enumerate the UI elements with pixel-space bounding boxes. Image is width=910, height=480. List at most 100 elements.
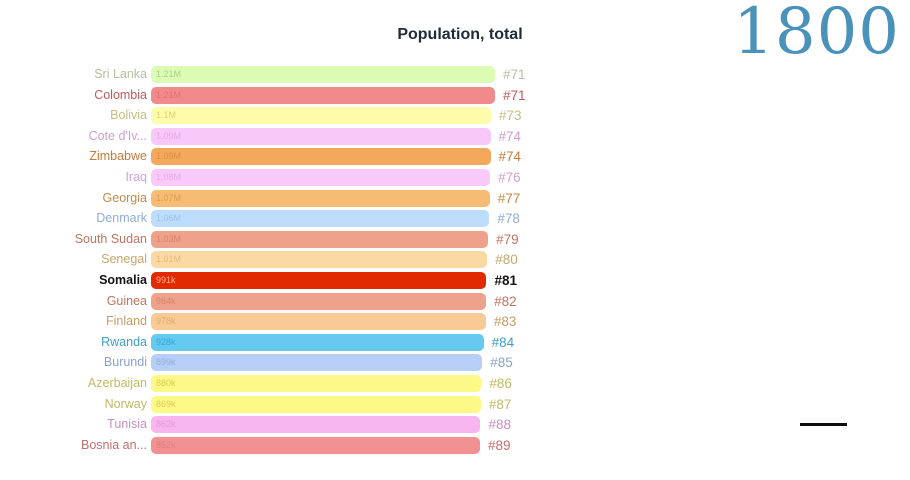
country-label: Zimbabwe [89,149,147,164]
bar-value-label: 1.01M [156,254,182,265]
country-label: Senegal [101,252,147,267]
population-bar: 984k [151,292,487,310]
bar-value-label: 899k [156,357,176,368]
chart-row: Tunisia 862k #88 [0,416,910,434]
country-label: Finland [106,314,147,329]
rank-label: #87 [488,396,512,412]
chart-row: Azerbaijan 880k #86 [0,375,910,392]
population-bar: 978k [151,313,486,331]
country-label: Bolivia [110,108,147,123]
chart-row: Guinea 984k #82 [0,292,910,310]
rank-label: #74 [498,149,522,165]
chart-row: Somalia 991k #81 [0,272,910,289]
bar-value-label: 978k [156,316,176,327]
bar-value-label: 928k [156,336,176,347]
rank-label: #80 [495,252,518,268]
country-label: Azerbaijan [87,376,147,390]
population-bar: 869k [151,395,481,413]
chart-row: Colombia 1.21M #71 [0,86,910,104]
country-label: Burundi [103,355,147,370]
population-bar: 928k [151,333,484,351]
population-bar: 1.07M [151,189,490,207]
rank-label: #74 [498,128,522,144]
bar-value-label: 1.03M [156,233,182,244]
country-label: Cote d'Iv... [88,128,147,143]
chart-row: Senegal 1.01M #80 [0,251,910,269]
rank-label: #85 [490,355,513,371]
chart-row: Bolivia 1.1M #73 [0,107,910,125]
bar-value-label: 852k [156,439,176,450]
chart-row: Iraq 1.08M #76 [0,169,910,186]
country-label: Norway [104,396,147,411]
population-bar: 1.09M [151,127,491,145]
chart-row: Burundi 899k #85 [0,354,910,372]
population-bar: 1.03M [151,230,489,248]
bar-value-label: 1.1M [156,110,177,121]
rank-label: #81 [494,273,517,288]
rank-label: #78 [497,211,520,227]
timeline-marker [800,423,847,426]
rank-label: #89 [488,437,511,453]
rank-label: #88 [488,417,512,433]
chart-row: Zimbabwe 1.09M #74 [0,148,910,166]
rank-label: #71 [503,87,526,103]
chart-row: Sri Lanka 1.21M #71 [0,66,910,83]
country-label: Rwanda [101,334,147,349]
chart-row: South Sudan 1.03M #79 [0,230,910,248]
bar-value-label: 1.07M [156,192,182,203]
population-bar: 1.06M [151,210,490,228]
chart-row: Finland 978k #83 [0,313,910,331]
chart-row: Georgia 1.07M #77 [0,189,910,207]
population-bar: 880k [151,375,482,392]
population-bar: 852k [151,436,480,454]
population-bar: 1.08M [151,169,491,186]
bar-value-label: 880k [156,378,176,388]
country-label: Sri Lanka [94,67,147,81]
year-label: 1800 [733,0,900,69]
chart-title: Population, total [397,26,523,43]
country-label: Iraq [125,170,147,184]
rank-label: #76 [498,170,521,185]
rank-label: #83 [493,314,517,330]
chart-row: Denmark 1.06M #78 [0,210,910,228]
population-bar: 1.1M [151,107,491,125]
chart-row: Rwanda 928k #84 [0,333,910,351]
population-bar: 1.09M [151,148,491,166]
rank-label: #82 [494,293,517,309]
bar-value-label: 1.09M [156,151,182,162]
population-bar: 899k [151,354,483,372]
country-label: South Sudan [74,231,147,246]
population-bar: 1.21M [151,66,495,83]
bar-value-label: 984k [156,295,176,306]
bar-value-label: 1.08M [156,172,182,182]
bar-value-label: 1.06M [156,213,182,224]
population-bar: 991k [151,272,487,289]
country-label: Tunisia [107,417,147,432]
rank-label: #84 [491,334,515,350]
bar-value-label: 1.21M [156,69,182,79]
chart-row: Bosnia an... 852k #89 [0,436,910,454]
population-bar: 862k [151,416,481,434]
chart-row: Norway 869k #87 [0,395,910,413]
rank-label: #86 [489,376,512,391]
population-bar: 1.01M [151,251,488,269]
country-label: Colombia [94,87,147,102]
population-bar: 1.21M [151,86,495,104]
rank-label: #79 [496,231,519,247]
bar-value-label: 991k [156,275,176,285]
rank-label: #73 [498,108,522,124]
country-label: Denmark [96,211,147,226]
bar-value-label: 1.21M [156,89,182,100]
country-label: Georgia [102,190,147,205]
country-label: Bosnia an... [80,437,147,452]
rank-label: #71 [503,67,526,82]
rank-label: #77 [497,190,521,206]
chart-row: Cote d'Iv... 1.09M #74 [0,127,910,145]
country-label: Guinea [106,293,147,308]
country-label: Somalia [99,273,147,287]
bar-value-label: 862k [156,419,176,430]
bar-value-label: 1.09M [156,130,182,141]
bar-value-label: 869k [156,398,176,409]
